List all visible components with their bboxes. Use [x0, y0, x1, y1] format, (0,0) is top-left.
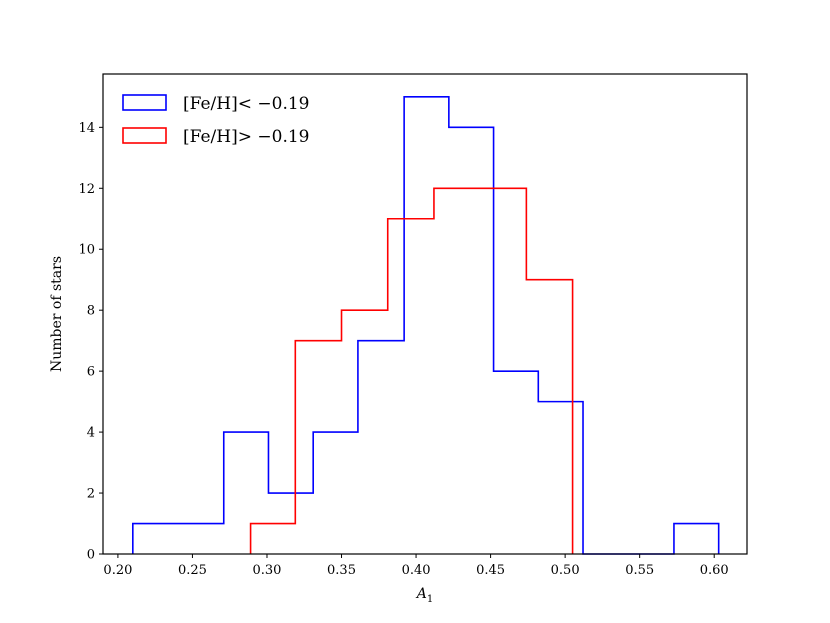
y-tick-label: 0: [87, 548, 95, 563]
y-tick-label: 2: [87, 487, 95, 502]
x-tick-label: 0.50: [551, 563, 580, 578]
x-tick-label: 0.30: [253, 563, 282, 578]
legend-entry-label: [Fe/H]> −0.19: [183, 127, 310, 147]
x-tick-label: 0.55: [625, 563, 654, 578]
x-tick-label: 0.20: [103, 563, 132, 578]
legend-entry-label: [Fe/H]< −0.19: [183, 94, 310, 114]
x-tick-label: 0.35: [327, 563, 356, 578]
x-tick-label: 0.60: [700, 563, 729, 578]
y-tick-label: 12: [78, 182, 95, 197]
x-axis-label: A1: [415, 586, 434, 605]
y-axis-ticks: 0 2 4 6 8 10 12 14: [78, 121, 103, 563]
x-axis-label-subscript: 1: [427, 594, 433, 605]
y-tick-label: 10: [78, 243, 95, 258]
y-tick-label: 4: [87, 426, 95, 441]
y-axis-label: Number of stars: [49, 256, 65, 372]
x-tick-label: 0.45: [476, 563, 505, 578]
y-tick-label: 6: [87, 365, 95, 380]
x-tick-label: 0.25: [178, 563, 207, 578]
y-tick-label: 14: [78, 121, 95, 136]
histogram-series-2: [249, 187, 574, 554]
legend: [Fe/H]< −0.19 [Fe/H]> −0.19: [122, 94, 310, 147]
x-tick-label: 0.40: [402, 563, 431, 578]
legend-swatch: [122, 94, 167, 111]
legend-swatch: [122, 127, 167, 144]
y-tick-label: 8: [87, 304, 95, 319]
plot-frame: [102, 73, 748, 555]
histogram-series-1: [132, 96, 720, 555]
x-axis-ticks: 0.20 0.25 0.30 0.35 0.40 0.45 0.50 0.55 0.60: [103, 554, 729, 578]
histogram-series-group: [132, 96, 720, 555]
x-axis-label-main: A: [415, 586, 427, 602]
